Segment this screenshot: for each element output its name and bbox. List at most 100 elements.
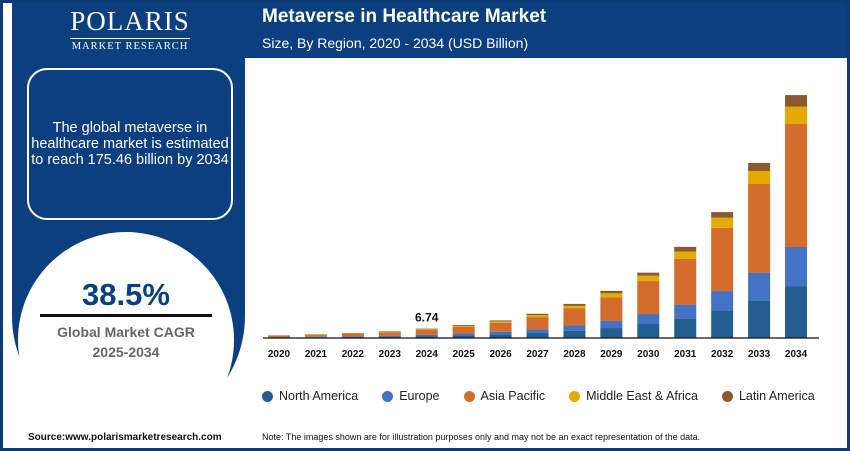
bar-europe-2031 xyxy=(674,304,697,319)
x-tick-label: 2024 xyxy=(416,349,439,360)
legend-label: Asia Pacific xyxy=(480,389,546,403)
bar-middle-east-africa-2022 xyxy=(341,333,364,334)
bar-asia-pacific-2025 xyxy=(452,326,475,334)
x-tick-label: 2026 xyxy=(489,349,512,360)
bar-asia-pacific-2026 xyxy=(489,322,512,332)
bar-latin-america-2033 xyxy=(748,162,771,171)
x-tick-label: 2020 xyxy=(268,349,291,360)
x-tick-label: 2023 xyxy=(379,349,402,360)
bar-middle-east-africa-2032 xyxy=(711,217,734,228)
bar-asia-pacific-2022 xyxy=(341,333,364,337)
bar-asia-pacific-2021 xyxy=(304,334,327,337)
legend-swatch xyxy=(569,390,581,402)
x-tick-label: 2028 xyxy=(563,349,586,360)
bar-europe-2029 xyxy=(600,320,623,329)
legend-label: Europe xyxy=(399,389,440,403)
bar-europe-2033 xyxy=(748,272,771,301)
legend: North America Europe Asia Pacific Middle Ea… xyxy=(262,389,839,403)
bar-asia-pacific-2033 xyxy=(748,183,771,273)
cagr-circle: 38.5% Global Market CAGR 2025-2034 xyxy=(18,232,234,448)
bar-asia-pacific-2024 xyxy=(415,330,438,335)
legend-item: Asia Pacific xyxy=(463,389,546,403)
polaris-logo: POLARIS MARKET RESEARCH xyxy=(40,6,220,52)
bar-north-america-2032 xyxy=(711,310,734,338)
bar-latin-america-2020 xyxy=(268,335,290,336)
legend-swatch xyxy=(721,390,733,402)
bar-asia-pacific-2027 xyxy=(526,317,549,330)
summary-text: The global metaverse in healthcare marke… xyxy=(31,120,229,168)
logo-tagline: MARKET RESEARCH xyxy=(71,41,189,52)
bar-middle-east-africa-2030 xyxy=(637,275,660,282)
bar-europe-2032 xyxy=(711,291,734,311)
bar-north-america-2029 xyxy=(600,328,623,338)
legend-label: Middle East & Africa xyxy=(586,389,698,403)
bar-asia-pacific-2020 xyxy=(268,335,290,338)
bar-europe-2020 xyxy=(268,337,290,338)
bar-europe-2027 xyxy=(526,329,549,334)
bar-middle-east-africa-2026 xyxy=(489,321,512,323)
bar-north-america-2028 xyxy=(563,330,586,338)
bar-middle-east-africa-2025 xyxy=(452,325,475,327)
bar-middle-east-africa-2031 xyxy=(674,251,697,259)
bar-north-america-2023 xyxy=(378,336,401,338)
legend-swatch xyxy=(382,390,394,402)
bar-europe-2025 xyxy=(452,333,475,336)
bar-north-america-2024 xyxy=(415,336,438,338)
bar-europe-2034 xyxy=(785,247,808,287)
logo-name: POLARIS xyxy=(70,6,190,36)
bar-latin-america-2031 xyxy=(674,246,697,252)
summary-box: The global metaverse in healthcare marke… xyxy=(27,68,233,220)
bar-asia-pacific-2030 xyxy=(637,281,660,315)
bar-latin-america-2034 xyxy=(785,95,808,107)
bar-latin-america-2026 xyxy=(489,320,512,322)
bar-latin-america-2021 xyxy=(304,334,327,335)
bar-north-america-2034 xyxy=(785,286,808,338)
legend-label: North America xyxy=(279,389,359,403)
bar-asia-pacific-2034 xyxy=(785,124,808,248)
chart-title: Metaverse in Healthcare Market xyxy=(262,6,547,27)
bar-latin-america-2024 xyxy=(415,328,438,330)
bar-asia-pacific-2032 xyxy=(711,227,734,292)
x-tick-label: 2022 xyxy=(342,349,365,360)
bar-latin-america-2032 xyxy=(711,212,734,218)
bar-europe-2021 xyxy=(304,336,327,338)
bar-europe-2026 xyxy=(489,331,512,335)
bar-middle-east-africa-2027 xyxy=(526,315,549,318)
bar-latin-america-2030 xyxy=(637,272,660,276)
x-tick-label: 2034 xyxy=(785,349,808,360)
bar-north-america-2026 xyxy=(489,334,512,338)
bar-north-america-2027 xyxy=(526,333,549,338)
x-tick-label: 2031 xyxy=(674,349,697,360)
bar-latin-america-2028 xyxy=(563,303,586,306)
bar-middle-east-africa-2029 xyxy=(600,293,623,298)
legend-swatch xyxy=(262,390,273,402)
bar-north-america-2033 xyxy=(748,300,771,338)
x-tick-label: 2027 xyxy=(526,349,549,360)
bar-north-america-2030 xyxy=(637,324,660,338)
cagr-label: Global Market CAGR 2025-2034 xyxy=(57,324,195,360)
bar-north-america-2031 xyxy=(674,318,697,338)
legend-item: North America xyxy=(262,389,358,403)
bar-europe-2022 xyxy=(341,336,364,338)
legend-item: Europe xyxy=(382,389,440,403)
x-tick-label: 2032 xyxy=(711,349,734,360)
bar-latin-america-2027 xyxy=(526,313,549,316)
header-band xyxy=(242,0,850,58)
source-text: Source:www.polarismarketresearch.com xyxy=(28,432,222,443)
bar-middle-east-africa-2034 xyxy=(785,106,808,125)
x-tick-label: 2025 xyxy=(453,349,476,360)
bar-middle-east-africa-2023 xyxy=(378,331,401,333)
x-tick-label: 2033 xyxy=(748,349,771,360)
legend-item: Middle East & Africa xyxy=(569,389,698,403)
bar-asia-pacific-2029 xyxy=(600,297,623,321)
bar-latin-america-2022 xyxy=(341,333,364,334)
bar-middle-east-africa-2024 xyxy=(415,329,438,331)
chart-subtitle: Size, By Region, 2020 - 2034 (USD Billio… xyxy=(262,35,529,51)
legend-swatch xyxy=(463,390,475,402)
bar-latin-america-2025 xyxy=(452,324,475,326)
bar-north-america-2025 xyxy=(452,335,475,338)
bar-latin-america-2023 xyxy=(378,331,401,332)
x-tick-label: 2021 xyxy=(305,349,328,360)
bar-middle-east-africa-2028 xyxy=(563,305,586,309)
